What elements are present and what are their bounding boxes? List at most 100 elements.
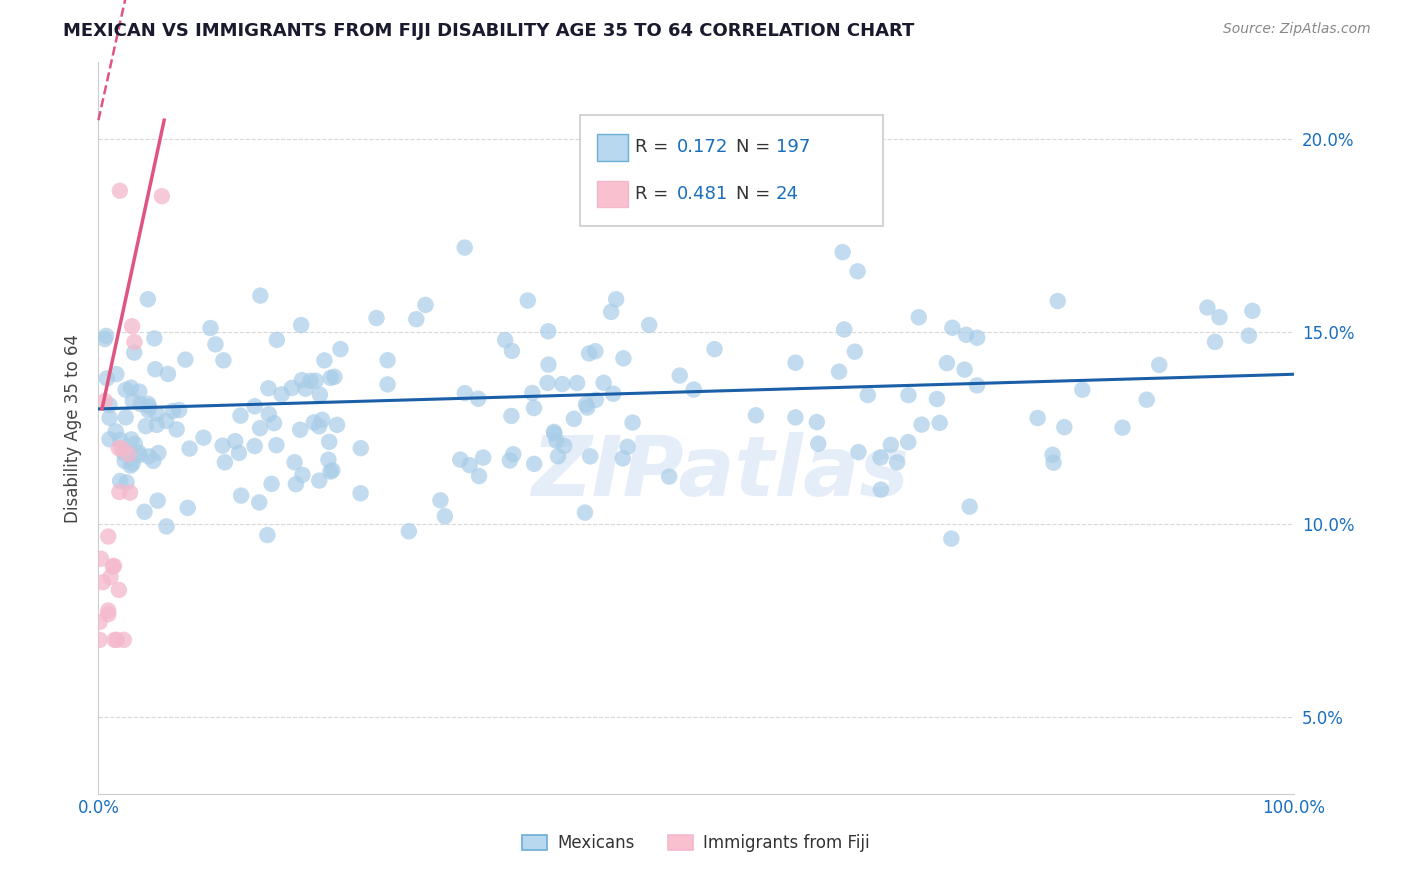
Legend: Mexicans, Immigrants from Fiji: Mexicans, Immigrants from Fiji [516, 828, 876, 859]
Point [546, 434, 568, 448]
Point [318, 452, 340, 467]
Text: ZIPatlas: ZIPatlas [531, 432, 908, 513]
Point [501, 409, 523, 423]
Point [543, 426, 565, 441]
Point [907, 310, 929, 325]
Point [745, 409, 768, 423]
Point [953, 362, 976, 376]
Point [114, 410, 136, 425]
Point [523, 401, 546, 415]
Point [897, 435, 920, 450]
Point [108, 582, 131, 597]
Text: Source: ZipAtlas.com: Source: ZipAtlas.com [1223, 22, 1371, 37]
Point [377, 377, 399, 392]
Point [319, 371, 342, 385]
Point [200, 321, 222, 335]
Point [319, 465, 342, 479]
Point [583, 344, 606, 359]
Point [600, 305, 623, 319]
Point [100, 570, 122, 584]
Point [291, 467, 314, 482]
Point [585, 392, 607, 407]
Point [848, 445, 870, 459]
Point [326, 417, 349, 432]
Point [142, 454, 165, 468]
Point [136, 403, 159, 417]
Point [955, 327, 977, 342]
Point [281, 381, 304, 395]
Point [349, 486, 371, 500]
Point [309, 387, 332, 401]
Text: 197: 197 [776, 138, 810, 156]
Point [565, 376, 588, 390]
Point [846, 264, 869, 278]
Point [543, 425, 565, 439]
Point [108, 184, 131, 198]
Point [828, 365, 851, 379]
Point [398, 524, 420, 539]
Text: 0.172: 0.172 [678, 138, 728, 156]
Point [1136, 392, 1159, 407]
Point [105, 367, 128, 381]
Point [966, 331, 988, 345]
Point [247, 495, 270, 509]
Point [1204, 334, 1226, 349]
Point [105, 632, 128, 647]
Point [553, 439, 575, 453]
Point [290, 318, 312, 332]
Point [122, 345, 145, 359]
Point [1149, 358, 1171, 372]
Point [1208, 310, 1230, 325]
Point [869, 450, 891, 465]
Point [98, 432, 121, 446]
Point [91, 575, 114, 590]
Point [308, 419, 330, 434]
Point [148, 446, 170, 460]
Text: N =: N = [737, 138, 776, 156]
Point [103, 558, 125, 573]
Point [243, 399, 266, 413]
Point [224, 434, 246, 449]
Point [89, 615, 111, 629]
Point [1042, 456, 1064, 470]
Point [174, 352, 197, 367]
Point [616, 440, 638, 454]
Point [266, 333, 288, 347]
Point [886, 455, 908, 469]
Point [668, 368, 690, 383]
Point [166, 422, 188, 436]
Text: R =: R = [636, 138, 673, 156]
Point [249, 421, 271, 435]
Point [311, 413, 333, 427]
Point [299, 374, 322, 388]
Point [214, 455, 236, 469]
Point [366, 311, 388, 326]
Point [128, 384, 150, 399]
Point [928, 416, 950, 430]
Point [831, 245, 853, 260]
Point [429, 493, 451, 508]
Point [612, 351, 634, 366]
Point [108, 474, 131, 488]
Point [136, 292, 159, 306]
Point [458, 458, 481, 472]
Point [638, 318, 661, 332]
Point [1197, 301, 1219, 315]
Point [266, 438, 288, 452]
Text: 0.481: 0.481 [678, 185, 728, 203]
Point [134, 505, 156, 519]
Point [211, 439, 233, 453]
Point [321, 463, 343, 477]
Point [806, 415, 828, 429]
Point [579, 450, 602, 464]
Point [658, 469, 681, 483]
Point [156, 367, 179, 381]
Point [124, 334, 146, 349]
Point [143, 331, 166, 345]
Point [120, 381, 142, 395]
Point [193, 431, 215, 445]
Point [104, 425, 127, 439]
Point [323, 369, 346, 384]
Point [291, 373, 314, 387]
Point [547, 450, 569, 464]
